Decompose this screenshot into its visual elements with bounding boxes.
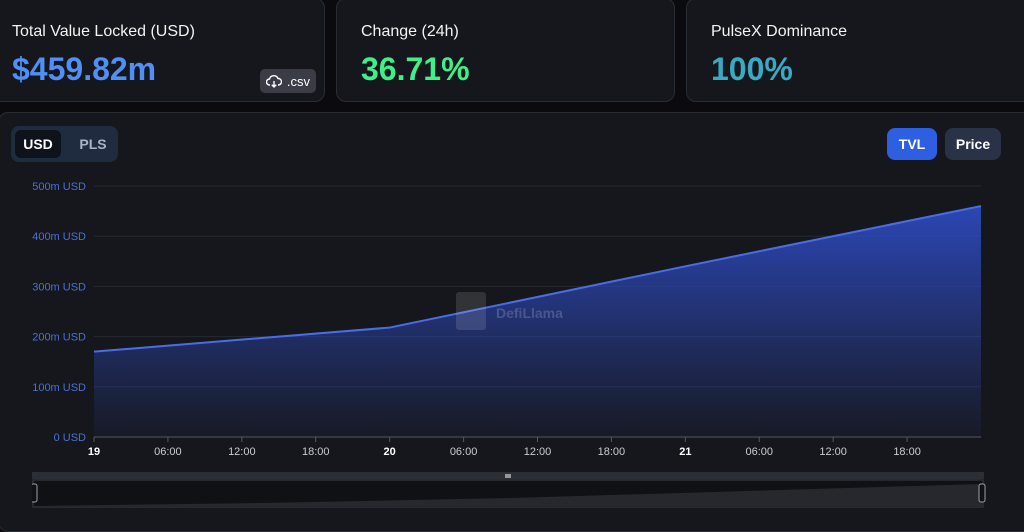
llama-logo-icon [456, 292, 486, 330]
tvl-view-button[interactable]: TVL [887, 128, 937, 160]
x-tick-label: 18:00 [893, 446, 921, 458]
dominance-card: PulseX Dominance 100% [686, 0, 1024, 102]
y-tick-label: 400m USD [32, 231, 86, 243]
x-tick-label: 18:00 [302, 446, 330, 458]
x-tick-label: 06:00 [745, 446, 773, 458]
change-label: Change (24h) [361, 23, 459, 40]
tvl-line [93, 205, 982, 353]
tvl-card: Total Value Locked (USD) $459.82m .csv [0, 0, 325, 102]
y-tick-label: 300m USD [32, 281, 86, 293]
tvl-chart: DefiLlama 0 USD 100m USD 200m USD 300m USD 4… [32, 181, 982, 458]
csv-download-button[interactable]: .csv [259, 69, 316, 93]
tvl-label: Total Value Locked (USD) [12, 23, 195, 40]
x-tick-label: 19 [88, 446, 100, 458]
x-tick-label: 12:00 [524, 446, 552, 458]
slider-preview-area [34, 484, 982, 506]
x-tick-label: 12:00 [228, 446, 256, 458]
x-tick-label: 18:00 [598, 446, 626, 458]
tvl-value: $459.82m [12, 51, 157, 87]
dominance-value: 100% [711, 51, 793, 87]
currency-option-usd[interactable]: USD [15, 130, 61, 158]
x-tick-label: 06:00 [450, 446, 478, 458]
x-tick-label: 12:00 [819, 446, 847, 458]
zoom-slider[interactable] [32, 472, 986, 512]
y-tick-label: 0 USD [54, 432, 86, 444]
change-value: 36.71% [361, 51, 470, 87]
y-tick-label: 200m USD [32, 332, 86, 344]
y-tick-label: 100m USD [32, 382, 86, 394]
price-view-button[interactable]: Price [945, 128, 1001, 160]
csv-label: .csv [286, 73, 310, 89]
watermark-text: DefiLlama [496, 305, 563, 321]
currency-toggle: USD PLS [11, 126, 118, 162]
change-card: Change (24h) 36.71% [336, 0, 675, 102]
x-tick-label: 20 [384, 446, 396, 458]
defillama-watermark: DefiLlama [456, 292, 563, 330]
x-tick-label: 06:00 [154, 446, 182, 458]
x-tick-label: 21 [679, 446, 691, 458]
currency-option-pls[interactable]: PLS [79, 136, 107, 152]
dominance-label: PulseX Dominance [711, 23, 848, 40]
y-tick-label: 500m USD [32, 181, 86, 193]
slider-right-handle[interactable] [978, 483, 986, 503]
tvl-area [94, 206, 981, 437]
cloud-download-icon [265, 74, 282, 88]
slider-left-handle[interactable] [32, 483, 38, 503]
